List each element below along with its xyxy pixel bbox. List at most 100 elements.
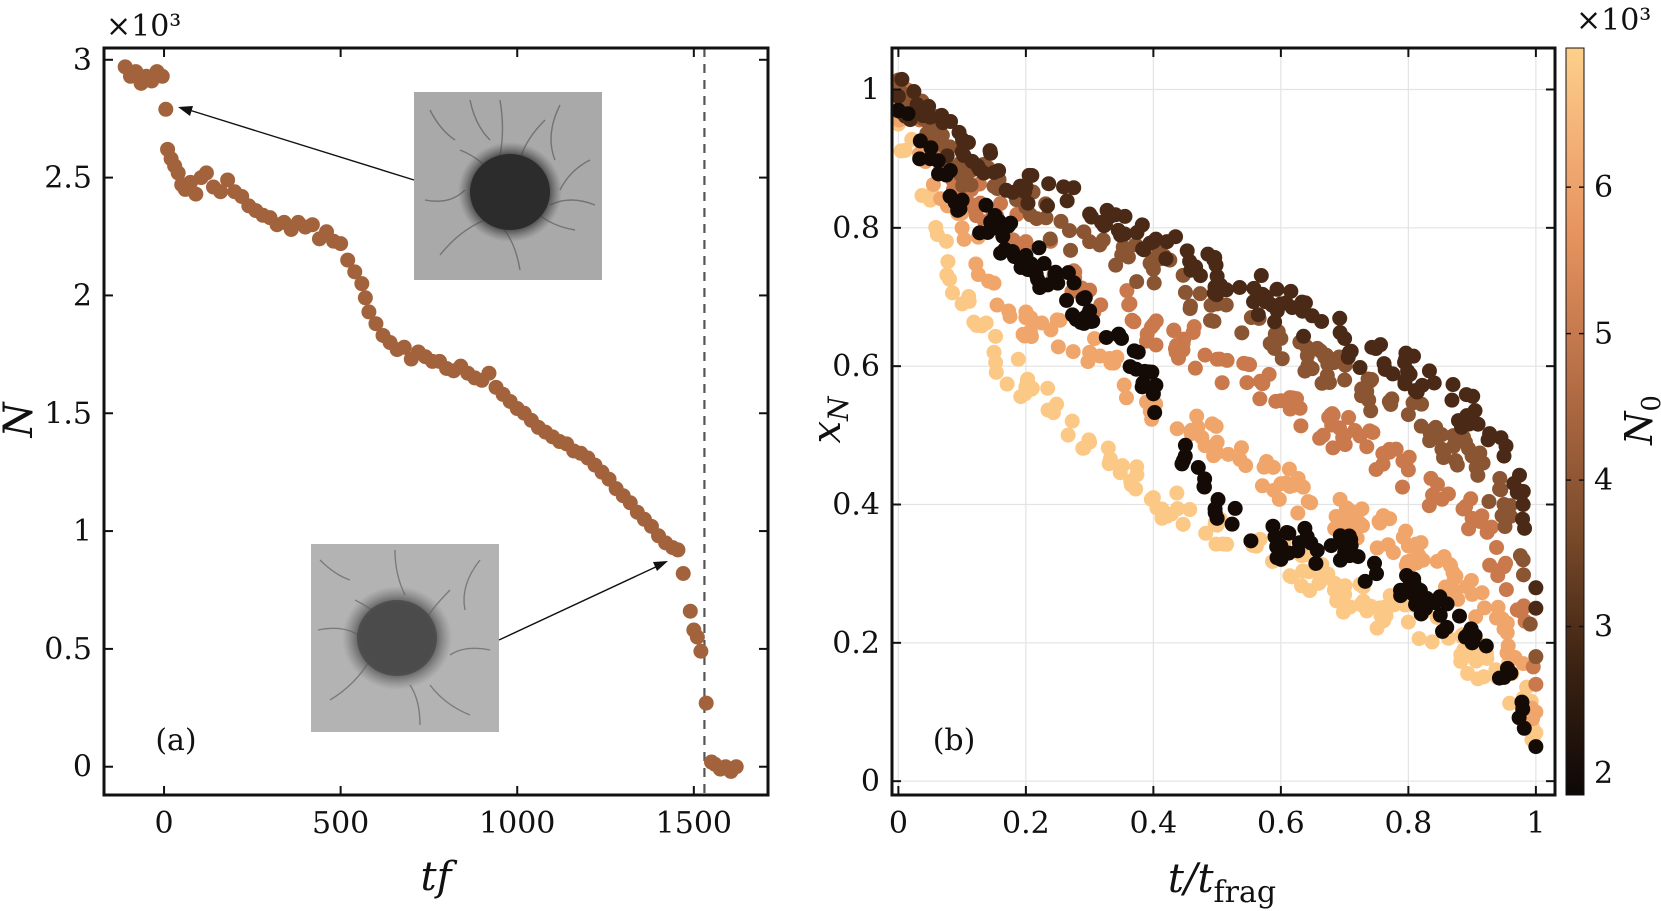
data-point (1192, 268, 1208, 284)
data-point (1342, 548, 1358, 564)
colorbar-ticks: 2 3 4 5 6 (1566, 170, 1613, 791)
data-point (1093, 297, 1109, 313)
data-point (1182, 502, 1198, 518)
data-point (1368, 461, 1384, 477)
data-point (1066, 275, 1082, 291)
data-point (304, 217, 320, 233)
data-point (1268, 393, 1284, 409)
data-point (1341, 344, 1357, 360)
data-point (914, 188, 930, 204)
data-point (1252, 391, 1268, 407)
data-point (961, 289, 977, 305)
data-point (1148, 337, 1164, 353)
data-point (1129, 274, 1145, 290)
data-point (1128, 361, 1144, 377)
data-point (1502, 498, 1518, 514)
data-point (1498, 582, 1514, 598)
data-point (1115, 239, 1131, 255)
data-point (1410, 587, 1426, 603)
data-point (481, 365, 497, 381)
y-tick-label: 2.5 (44, 161, 92, 196)
data-point (1284, 569, 1300, 585)
data-point (1066, 180, 1082, 196)
data-point (964, 153, 980, 169)
panel-b-label: (b) (933, 723, 976, 758)
data-point (1103, 355, 1119, 371)
data-point (1414, 396, 1430, 412)
data-point (930, 153, 946, 169)
data-point (1049, 267, 1065, 283)
data-point (1238, 458, 1254, 474)
data-point (1506, 476, 1522, 492)
data-point (1439, 596, 1455, 612)
data-point (689, 629, 705, 645)
data-point (1371, 513, 1387, 529)
data-point (1393, 588, 1409, 604)
y-tick-label: 0 (861, 764, 880, 799)
data-point (1239, 375, 1255, 391)
data-point (1482, 426, 1498, 442)
data-point (1458, 434, 1474, 450)
data-point (988, 328, 1004, 344)
panel-a-data-points (117, 59, 744, 779)
data-point (1250, 307, 1266, 323)
data-point (1179, 243, 1195, 259)
data-point (1426, 421, 1442, 437)
colorbar-multiplier: ×10³ (1576, 3, 1651, 38)
data-point (1385, 545, 1401, 561)
data-point (1515, 567, 1531, 583)
data-point (923, 140, 939, 156)
data-point (1367, 555, 1383, 571)
data-point (912, 133, 928, 149)
data-point (1258, 294, 1274, 310)
data-point (1451, 608, 1467, 624)
data-point (1492, 481, 1508, 497)
data-point (1028, 266, 1044, 282)
inset-early-arrowhead (178, 106, 193, 116)
data-point (1359, 439, 1375, 455)
data-point (942, 271, 958, 287)
data-point (999, 376, 1015, 392)
data-point (1045, 405, 1061, 421)
data-point (1189, 408, 1205, 424)
data-point (1332, 325, 1348, 341)
data-point (1407, 383, 1423, 399)
data-point (1424, 634, 1440, 650)
data-point (1274, 351, 1290, 367)
data-point (1126, 343, 1142, 359)
data-point (1528, 580, 1544, 596)
data-point (1281, 545, 1297, 561)
data-point (1499, 625, 1515, 641)
data-point (1215, 536, 1231, 552)
data-point (1101, 456, 1117, 472)
data-point (1085, 313, 1101, 329)
data-point (988, 364, 1004, 380)
data-point (1325, 440, 1341, 456)
data-point (1198, 525, 1214, 541)
x-tick-label: 0.2 (1002, 806, 1050, 841)
data-point (1385, 366, 1401, 382)
data-point (1253, 268, 1269, 284)
data-point (347, 264, 363, 280)
data-point (974, 318, 990, 334)
data-point (1005, 243, 1021, 259)
data-point (1400, 407, 1416, 423)
data-point (1043, 322, 1059, 338)
data-point (1039, 198, 1055, 214)
data-point (1353, 597, 1369, 613)
data-point (1422, 433, 1438, 449)
data-point (154, 68, 170, 84)
data-point (1295, 563, 1311, 579)
data-point (1206, 313, 1222, 329)
data-point (1227, 500, 1243, 516)
data-point (1481, 494, 1497, 510)
data-point (1426, 375, 1442, 391)
data-point (1279, 524, 1295, 540)
data-point (1023, 329, 1039, 345)
data-point (1012, 178, 1028, 194)
data-point (1036, 256, 1052, 272)
data-point (1493, 430, 1509, 446)
x-tick-label: 1500 (656, 806, 732, 841)
data-point (1478, 638, 1494, 654)
panel-b-grid (892, 48, 1555, 795)
